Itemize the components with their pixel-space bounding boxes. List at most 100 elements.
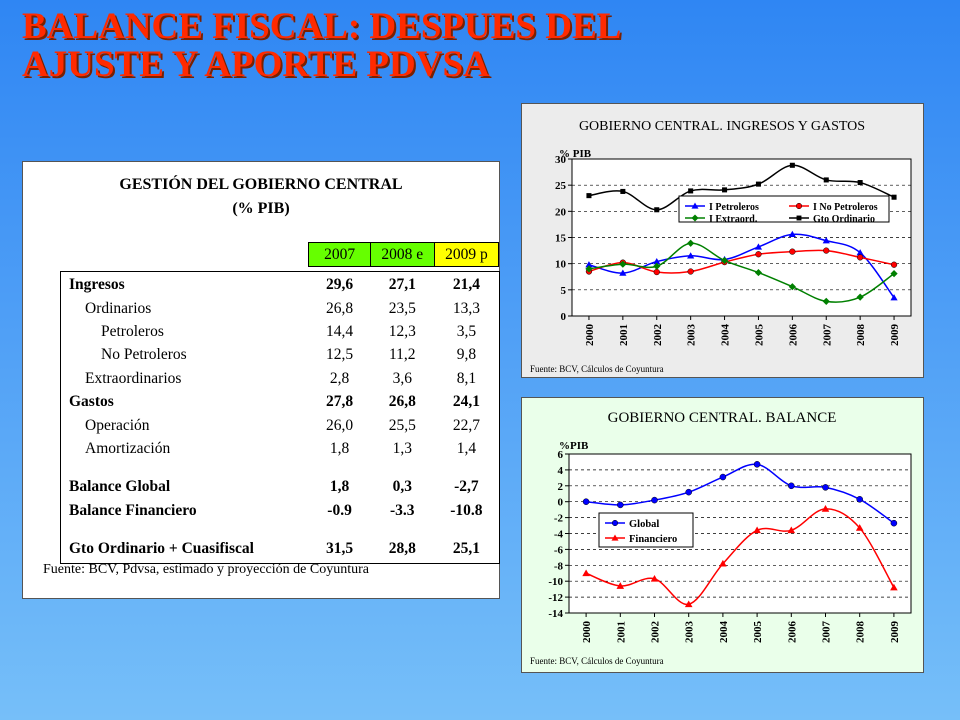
series-gto-ordinario [586,162,897,213]
data-point [789,248,796,255]
legend-label: I Extraord. [709,214,758,225]
x-tick-label: 2007 [821,621,833,644]
series-line [585,508,895,606]
data-point [753,461,761,468]
y-axis-label: % PIB [559,148,592,160]
series-financiero [582,505,898,608]
y-tick-label: -4 [554,529,564,541]
table-row: Gastos 27,8 26,8 24,1 [63,390,499,413]
table-header-2: 2009 p [433,242,500,267]
y-tick-label: -14 [548,608,563,620]
data-point [755,181,761,187]
y-tick-label: -6 [554,544,564,556]
table-cell: 25,1 [452,540,480,558]
slide-title: BALANCE FISCAL: DESPUES DEL AJUSTE Y APO… [22,8,621,84]
chart-title: GOBIERNO CENTRAL. BALANCE [608,410,837,426]
data-point [722,187,728,193]
x-tick-label: 2000 [584,324,596,347]
y-tick-label: -10 [548,576,563,588]
data-point [890,519,898,527]
table-cell: 26,8 [326,299,354,317]
y-tick-label: 0 [558,497,564,509]
legend-item: Global [605,519,659,530]
x-tick-label: 2003 [686,324,698,347]
data-point [684,600,693,608]
table-cell: 1,8 [329,439,350,457]
y-tick-label: -8 [554,560,564,572]
table-cell: 23,5 [388,299,416,317]
data-point [856,249,864,256]
chart-source: Fuente: BCV, Cálculos de Coyuntura [530,656,664,666]
x-tick-label: 2004 [718,621,730,644]
legend-marker [611,534,619,541]
table-cell: 25,5 [388,416,416,434]
y-tick-label: 4 [558,465,564,477]
data-point [857,254,864,261]
income-expense-chart-panel: GOBIERNO CENTRAL. INGRESOS Y GASTOS 0 5 10 1… [521,103,924,378]
y-tick-label: 30 [555,154,567,166]
x-tick-label: 2004 [720,324,732,347]
table-row: Gto Ordinario + Cuasifiscal 31,5 28,8 25,1 [63,537,499,560]
y-tick-label: 2 [558,481,564,493]
x-tick-label: 2008 [855,621,867,644]
series-line [588,233,895,299]
data-point [788,283,796,291]
table-cell: 8,1 [456,369,477,387]
table-cell: 28,8 [388,540,416,558]
chart-source: Fuente: BCV, Cálculos de Coyuntura [530,364,664,374]
data-point [890,261,898,268]
table-source: Fuente: BCV, Pdvsa, estimado y proyecció… [43,562,369,577]
x-tick-label: 2002 [650,621,662,644]
legend-label: Gto Ordinario [813,214,875,225]
data-point [719,473,727,481]
data-point [890,294,898,301]
table-cell: 27,1 [388,276,416,294]
data-point [687,252,695,259]
data-point [620,188,626,194]
table-cell [309,460,370,475]
data-point [617,501,624,509]
legend-marker [691,202,699,209]
table-cell [434,522,498,537]
legend-marker [796,215,802,221]
x-tick-label: 2001 [615,621,627,643]
table-row: Petroleros 14,4 12,3 3,5 [63,320,499,343]
chart-title: GOBIERNO CENTRAL. INGRESOS Y GASTOS [579,119,865,134]
data-point [823,177,829,183]
y-tick-label: 20 [555,206,567,218]
y-tick-label: 25 [555,180,567,192]
table-cell [370,522,434,537]
table-cell: 11,2 [388,346,416,364]
legend-label: Global [629,519,659,530]
data-point [688,188,694,194]
legend-label: Financiero [629,534,677,545]
x-tick-label: 2000 [581,621,593,644]
fiscal-table-panel: GESTIÓN DEL GOBIERNO CENTRAL (% PIB) 200… [22,161,500,599]
legend-label: I Petroleros [709,202,759,213]
table-row: No Petroleros 12,5 11,2 9,8 [63,343,499,366]
table-row-label: Balance Financiero [69,501,197,519]
x-tick-label: 2006 [786,621,798,644]
fiscal-table: 2007 2008 e 2009 p Ingresos 29,6 27,1 21,4 Ordi… [63,242,500,560]
table-row [63,460,499,475]
balance-chart: GOBIERNO CENTRAL. BALANCE -14 -12 -10 -8 -6 -4… [530,410,912,666]
table-cell: 12,3 [388,322,416,340]
income-expense-chart: GOBIERNO CENTRAL. INGRESOS Y GASTOS 0 5 10 1… [530,119,912,374]
y-tick-label: 6 [558,449,564,461]
table-cell: 31,5 [326,540,354,558]
table-cell: 0,3 [392,478,412,496]
data-point [890,270,898,278]
data-point [857,180,863,186]
table-row-label: Operación [85,416,150,434]
table-cell: 9,8 [456,346,477,364]
slide-title-line-1: BALANCE FISCAL: DESPUES DEL [22,6,622,47]
table-cell: -3.3 [389,501,415,519]
series-line [588,242,895,303]
series-line [586,463,895,524]
table-cell: 2,8 [329,369,350,387]
legend-box [678,195,890,223]
table-row: Ordinarios 26,8 23,5 13,3 [63,296,499,319]
data-point [788,230,796,238]
table-cell [309,522,370,537]
table-cell: 13,3 [452,299,480,317]
